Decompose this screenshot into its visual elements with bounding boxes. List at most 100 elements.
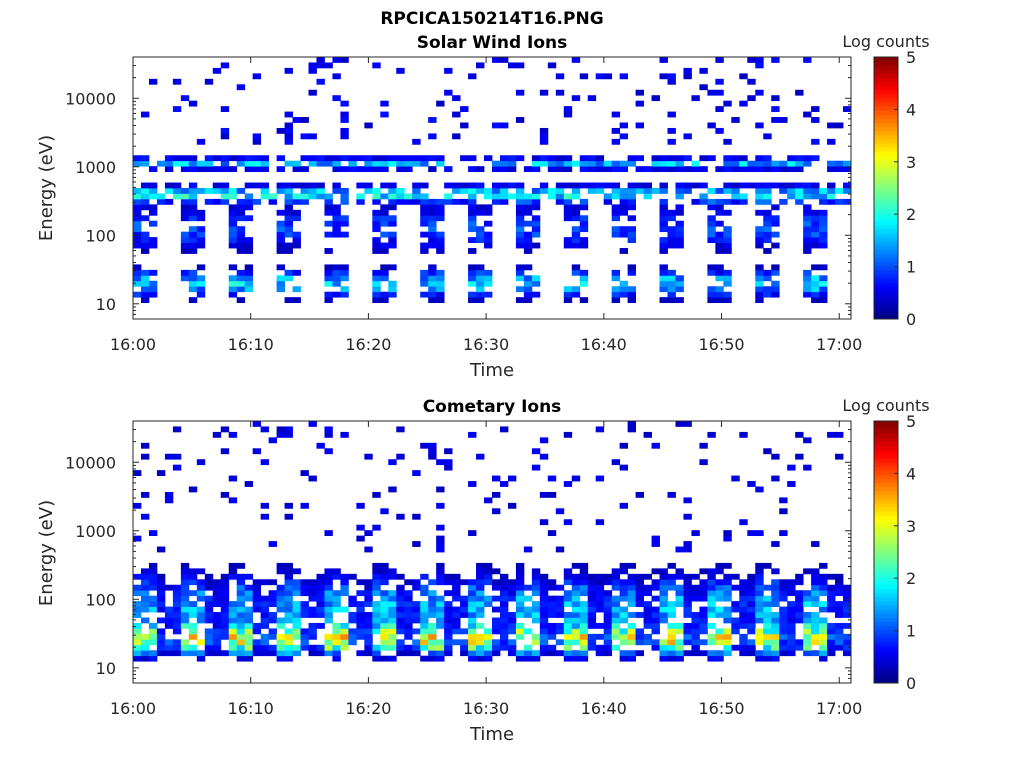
spectrogram-cell	[643, 166, 652, 173]
spectrogram-cell	[843, 644, 852, 651]
spectrogram-cell	[739, 155, 748, 162]
spectrogram-cell	[779, 628, 788, 635]
spectrogram-cell	[468, 155, 477, 162]
spectrogram-cell	[563, 481, 573, 487]
colorbar-segment	[874, 597, 898, 602]
spectrogram-cell	[611, 595, 621, 602]
spectrogram-cell	[140, 453, 150, 460]
spectrogram-cell	[779, 508, 788, 515]
spectrogram-cell	[803, 220, 812, 227]
spectrogram-cell	[268, 193, 277, 200]
spectrogram-cell	[755, 612, 764, 618]
spectrogram-cell	[372, 275, 381, 282]
spectrogram-cell	[843, 606, 852, 613]
spectrogram-cell	[364, 617, 373, 624]
spectrogram-cell	[252, 448, 262, 455]
spectrogram-cell	[428, 242, 437, 249]
spectrogram-cell	[156, 193, 166, 200]
spectrogram-cell	[164, 182, 174, 189]
colorbar-segment	[874, 441, 898, 447]
spectrogram-cell	[715, 562, 724, 569]
spectrogram-cell	[763, 133, 772, 140]
spectrogram-cell	[715, 297, 724, 304]
spectrogram-cell	[731, 193, 740, 200]
spectrogram-cell	[133, 264, 142, 271]
spectrogram-cell	[771, 584, 780, 591]
spectrogram-cell	[228, 617, 238, 624]
spectrogram-cell	[531, 204, 541, 211]
spectrogram-cell	[675, 193, 684, 200]
spectrogram-cell	[133, 209, 142, 216]
spectrogram-cell	[212, 617, 222, 624]
spectrogram-cell	[675, 280, 684, 287]
spectrogram-cell	[236, 633, 246, 640]
spectrogram-cell	[843, 650, 852, 657]
spectrogram-cell	[436, 622, 445, 629]
spectrogram-cell	[252, 595, 262, 602]
spectrogram-cell	[707, 622, 716, 629]
spectrogram-cell	[659, 573, 668, 580]
spectrogram-cell	[667, 155, 676, 162]
spectrogram-cell	[723, 138, 732, 145]
spectrogram-cell	[436, 562, 445, 569]
spectrogram-cell	[276, 426, 285, 433]
spectrogram-cell	[260, 193, 270, 200]
spectrogram-cell	[468, 198, 477, 205]
spectrogram-cell	[236, 655, 246, 662]
spectrogram-cell	[332, 166, 341, 173]
spectrogram-cell	[499, 644, 509, 651]
spectrogram-cell	[340, 264, 349, 271]
spectrogram-cell	[148, 237, 158, 243]
spectrogram-cell	[388, 193, 397, 200]
spectrogram-cell	[284, 226, 293, 233]
spectrogram-cell	[787, 612, 796, 618]
spectrogram-cell	[140, 573, 150, 580]
spectrogram-cell	[468, 237, 477, 243]
spectrogram-cell	[667, 491, 676, 498]
spectrogram-cell	[667, 231, 676, 238]
spectrogram-cell	[292, 601, 301, 607]
spectrogram-cell	[547, 193, 557, 200]
spectrogram-cell	[324, 297, 333, 304]
colorbar-segment	[874, 147, 898, 152]
spectrogram-cell	[444, 459, 453, 466]
spectrogram-cell	[292, 269, 301, 276]
colorbar-segment	[874, 642, 898, 647]
spectrogram-cell	[683, 421, 692, 427]
spectrogram-cell	[196, 237, 206, 243]
spectrogram-cell	[492, 568, 501, 575]
spectrogram-cell	[739, 650, 748, 657]
spectrogram-cell	[707, 601, 716, 607]
spectrogram-cell	[827, 431, 836, 438]
spectrogram-cell	[292, 606, 301, 613]
spectrogram-cell	[571, 573, 581, 580]
spectrogram-cell	[133, 601, 142, 607]
spectrogram-cell	[715, 275, 724, 282]
spectrogram-cell	[787, 188, 796, 194]
spectrogram-cell	[707, 633, 716, 640]
spectrogram-cell	[436, 215, 445, 222]
spectrogram-cell	[627, 655, 636, 662]
spectrogram-cell	[579, 579, 589, 586]
colorbar-segment	[874, 617, 898, 623]
spectrogram-cell	[188, 601, 198, 607]
spectrogram-cell	[324, 264, 333, 271]
spectrogram-cell	[707, 297, 716, 304]
spectrogram-cell	[691, 573, 700, 580]
spectrogram-cell	[683, 606, 692, 613]
spectrogram-cell	[579, 160, 589, 167]
spectrogram-cell	[388, 633, 397, 640]
spectrogram-cell	[595, 650, 605, 657]
spectrogram-cell	[547, 475, 557, 482]
spectrogram-cell	[308, 67, 317, 74]
spectrogram-cell	[811, 612, 820, 618]
spectrogram-cell	[492, 650, 501, 657]
spectrogram-cell	[843, 595, 852, 602]
spectrogram-cell	[595, 633, 605, 640]
spectrogram-cell	[476, 226, 485, 233]
spectrogram-cell	[507, 193, 517, 200]
spectrogram-cell	[739, 590, 748, 597]
spectrogram-cell	[499, 628, 509, 635]
spectrogram-cell	[308, 160, 317, 167]
colorbar-segment	[874, 502, 898, 508]
